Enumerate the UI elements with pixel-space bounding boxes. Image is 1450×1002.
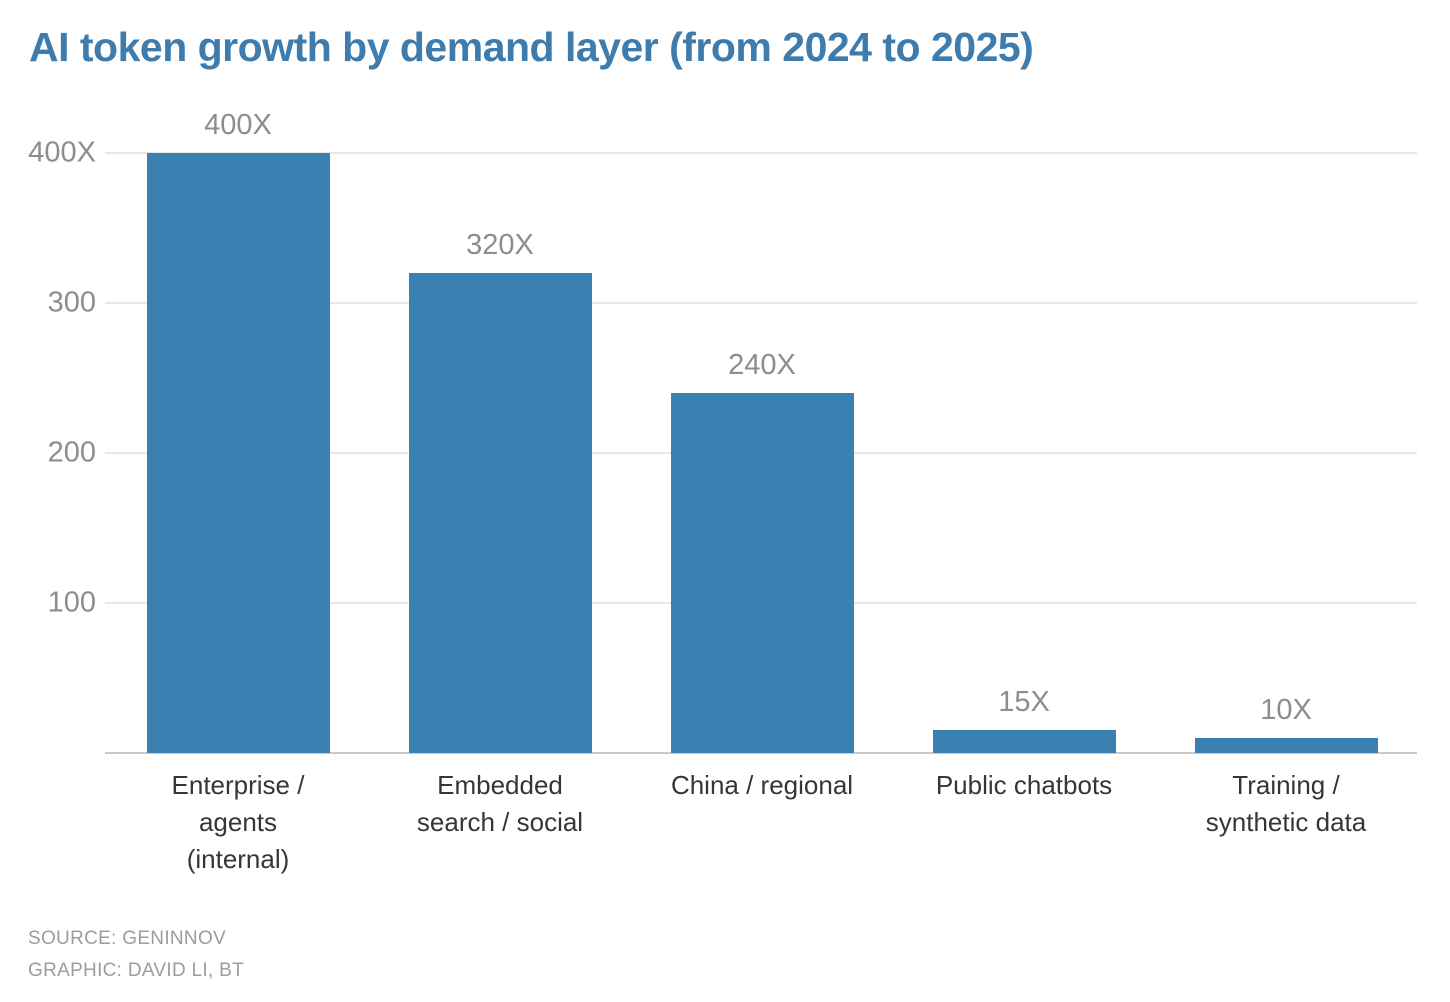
- x-category-label-line: search / social: [416, 806, 584, 837]
- bar-value-label: 400X: [204, 109, 272, 141]
- y-tick-label: 300: [47, 286, 96, 319]
- x-axis-line: [105, 752, 1417, 754]
- source-credit: SOURCE: GENINNOV: [28, 928, 226, 949]
- bar: [933, 730, 1116, 753]
- y-tick-label: 100: [47, 586, 96, 619]
- gridline: [105, 152, 1417, 154]
- x-category-label-line: (internal): [186, 843, 290, 874]
- bar-value-label: 240X: [728, 349, 796, 381]
- bar-value-label: 320X: [466, 229, 534, 261]
- x-category-label-line: Embedded: [437, 770, 563, 800]
- chart-title: AI token growth by demand layer (from 20…: [29, 24, 1034, 70]
- y-tick-label: 200: [47, 436, 96, 469]
- bar: [147, 153, 330, 753]
- x-category-label-line: China / regional: [670, 770, 854, 800]
- bar: [409, 273, 592, 753]
- x-category-label-line: Enterprise /: [171, 770, 305, 800]
- x-category-label-line: agents: [198, 806, 278, 837]
- graphic-credit: GRAPHIC: DAVID LI, BT: [28, 959, 245, 981]
- x-category-label: Public chatbots: [936, 767, 1112, 804]
- x-category-label: Training / synthetic data: [1206, 767, 1366, 841]
- x-category-label-line: Public chatbots: [935, 770, 1113, 800]
- x-category-label-line: Training /: [1232, 770, 1340, 800]
- x-category-label: Embedded search / social: [417, 767, 583, 841]
- bar: [671, 393, 854, 753]
- chart-footer: SOURCE: GENINNOV GRAPHIC: DAVID LI, BT: [28, 923, 244, 987]
- y-tick-label: 400X: [28, 136, 96, 169]
- x-category-label: China / regional: [671, 767, 853, 804]
- gridline: [105, 302, 1417, 304]
- bar: [1195, 738, 1378, 753]
- bar-value-label: 15X: [998, 686, 1050, 718]
- x-category-label-line: synthetic data: [1205, 806, 1367, 837]
- x-category-label: Enterprise / agents (internal): [172, 767, 305, 878]
- bar-value-label: 10X: [1260, 694, 1312, 726]
